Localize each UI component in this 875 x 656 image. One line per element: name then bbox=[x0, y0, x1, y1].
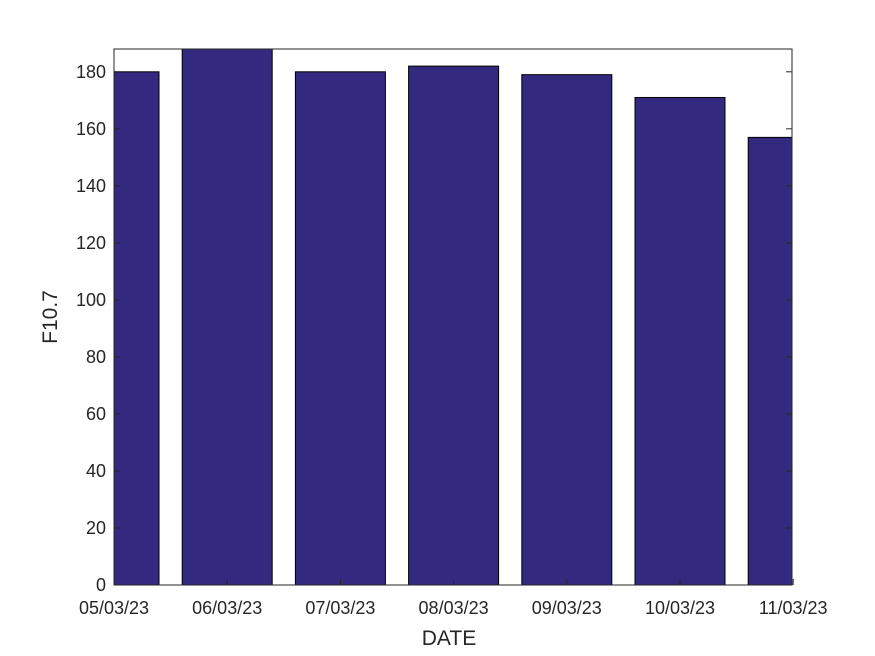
x-axis: 05/03/23 06/03/23 07/03/23 08/03/23 09/03/23… bbox=[79, 579, 828, 618]
x-axis-label: DATE bbox=[422, 627, 476, 650]
bar-10-03-23 bbox=[634, 96, 726, 585]
y-tick-label: 60 bbox=[86, 404, 106, 424]
y-tick-label: 20 bbox=[86, 518, 106, 538]
y-tick-label: 80 bbox=[86, 347, 106, 367]
bars bbox=[114, 49, 792, 585]
bar-08-03-23 bbox=[408, 65, 500, 585]
y-tick-label: 160 bbox=[76, 119, 106, 139]
y-tick-label: 100 bbox=[76, 290, 106, 310]
bar-11-03-23 bbox=[747, 136, 792, 585]
bar-09-03-23 bbox=[521, 74, 613, 585]
bar-07-03-23 bbox=[294, 71, 386, 585]
x-tick-label: 10/03/23 bbox=[645, 598, 715, 618]
plot-frame bbox=[113, 48, 793, 586]
x-tick-label: 07/03/23 bbox=[305, 598, 375, 618]
y-tick-label: 140 bbox=[76, 176, 106, 196]
x-tick-label: 08/03/23 bbox=[419, 598, 489, 618]
bar-06-03-23 bbox=[181, 49, 273, 585]
y-tick-label: 40 bbox=[86, 461, 106, 481]
y-tick-label: 0 bbox=[96, 575, 106, 595]
y-tick-label: 180 bbox=[76, 62, 106, 82]
y-tick-label: 120 bbox=[76, 233, 106, 253]
bar-05-03-23 bbox=[114, 71, 160, 585]
x-tick-label: 06/03/23 bbox=[192, 598, 262, 618]
x-tick-label: 11/03/23 bbox=[759, 598, 828, 618]
y-axis-label: F10.7 bbox=[39, 290, 62, 344]
y-axis: 0 20 40 60 80 100 120 140 160 180 bbox=[76, 62, 792, 595]
x-tick-label: 09/03/23 bbox=[532, 598, 602, 618]
x-tick-label: 05/03/23 bbox=[79, 598, 149, 618]
